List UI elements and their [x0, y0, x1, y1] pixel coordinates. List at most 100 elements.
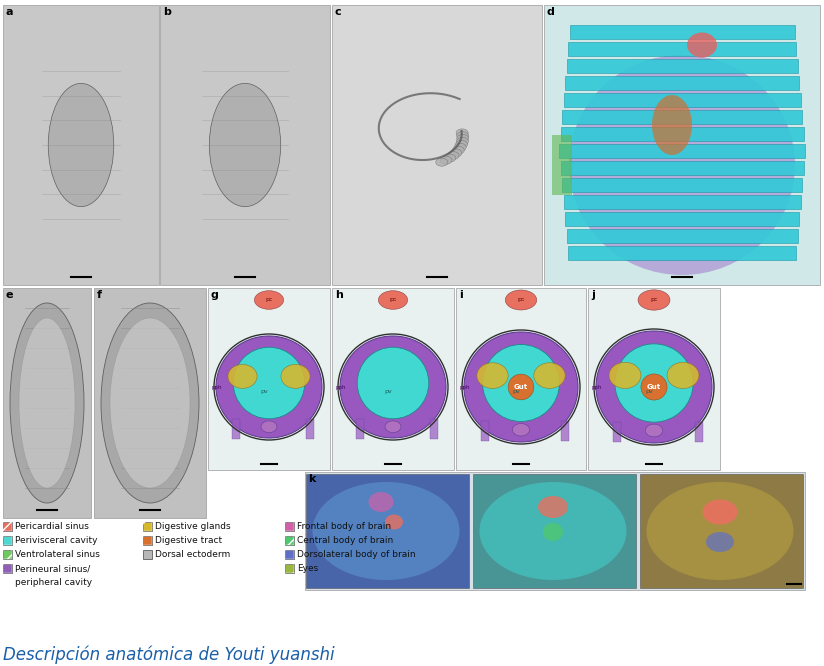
Ellipse shape: [456, 137, 468, 145]
Ellipse shape: [538, 496, 568, 518]
Text: j: j: [591, 290, 595, 300]
Bar: [561, 161, 804, 175]
Text: Gut: Gut: [647, 384, 661, 390]
Ellipse shape: [569, 55, 795, 275]
Ellipse shape: [480, 482, 626, 580]
Ellipse shape: [645, 424, 662, 437]
Text: Perivisceral cavity: Perivisceral cavity: [15, 536, 97, 545]
Text: pc: pc: [265, 298, 273, 302]
Bar: [143, 536, 152, 545]
Bar: [481, 421, 489, 441]
Ellipse shape: [261, 421, 277, 433]
Ellipse shape: [49, 85, 112, 204]
Text: pph: pph: [336, 384, 347, 390]
Ellipse shape: [59, 97, 103, 192]
Ellipse shape: [513, 424, 530, 436]
Ellipse shape: [444, 154, 456, 162]
Bar: [285, 550, 294, 559]
Bar: [143, 536, 152, 545]
Ellipse shape: [483, 344, 559, 422]
Ellipse shape: [667, 362, 699, 388]
Ellipse shape: [450, 149, 462, 157]
Text: pph: pph: [592, 384, 602, 390]
Ellipse shape: [213, 89, 276, 200]
Ellipse shape: [218, 95, 272, 194]
Bar: [561, 421, 569, 441]
Bar: [552, 135, 572, 195]
Bar: [3, 536, 12, 545]
Text: Digestive glands: Digestive glands: [155, 522, 231, 531]
Bar: [3, 564, 12, 573]
Ellipse shape: [641, 374, 667, 400]
Bar: [567, 59, 798, 73]
Ellipse shape: [211, 85, 279, 204]
Bar: [3, 564, 12, 573]
Bar: [285, 522, 294, 531]
Ellipse shape: [647, 482, 794, 580]
Ellipse shape: [703, 500, 737, 525]
Text: Dorsolateral body of brain: Dorsolateral body of brain: [297, 550, 415, 559]
Bar: [143, 522, 152, 531]
Text: k: k: [308, 474, 316, 484]
Text: pc: pc: [517, 298, 525, 302]
Text: Ventrolateral sinus: Ventrolateral sinus: [15, 550, 100, 559]
Bar: [473, 474, 636, 588]
Ellipse shape: [687, 33, 717, 57]
Ellipse shape: [281, 364, 310, 388]
Ellipse shape: [638, 290, 670, 310]
Bar: [285, 550, 294, 559]
Text: pc: pc: [389, 298, 396, 302]
Bar: [456, 288, 586, 470]
Ellipse shape: [378, 291, 408, 309]
Ellipse shape: [312, 482, 460, 580]
Bar: [160, 5, 330, 285]
Ellipse shape: [456, 135, 469, 143]
Bar: [544, 5, 820, 285]
Ellipse shape: [255, 291, 283, 309]
Bar: [613, 422, 621, 442]
Bar: [640, 474, 803, 588]
Ellipse shape: [110, 318, 190, 488]
Text: Perineural sinus/: Perineural sinus/: [15, 564, 91, 573]
Ellipse shape: [615, 344, 693, 422]
Ellipse shape: [706, 532, 734, 552]
Text: Eyes: Eyes: [297, 564, 318, 573]
Text: b: b: [163, 7, 171, 17]
Ellipse shape: [652, 95, 692, 155]
Ellipse shape: [209, 83, 281, 206]
Ellipse shape: [10, 303, 84, 503]
Ellipse shape: [436, 159, 447, 166]
Text: pv: pv: [384, 390, 392, 394]
Ellipse shape: [385, 515, 403, 529]
Ellipse shape: [53, 89, 110, 200]
Bar: [332, 288, 454, 470]
Text: a: a: [6, 7, 13, 17]
Bar: [565, 212, 799, 226]
Bar: [568, 246, 796, 260]
Bar: [232, 419, 240, 439]
Ellipse shape: [452, 146, 464, 154]
Ellipse shape: [57, 95, 105, 194]
Bar: [561, 127, 804, 141]
Ellipse shape: [340, 336, 446, 438]
Ellipse shape: [447, 152, 459, 160]
Ellipse shape: [51, 87, 110, 202]
Ellipse shape: [456, 141, 467, 149]
Bar: [306, 474, 469, 588]
Text: g: g: [211, 290, 219, 300]
Bar: [567, 229, 798, 243]
Ellipse shape: [217, 93, 274, 196]
Ellipse shape: [220, 97, 270, 192]
Ellipse shape: [456, 129, 468, 137]
Ellipse shape: [477, 363, 508, 388]
Text: Dorsal ectoderm: Dorsal ectoderm: [155, 550, 230, 559]
Bar: [562, 110, 802, 124]
Bar: [3, 536, 12, 545]
Text: Pericardial sinus: Pericardial sinus: [15, 522, 89, 531]
Bar: [305, 472, 805, 590]
Bar: [143, 550, 152, 559]
Bar: [568, 42, 796, 56]
Bar: [3, 288, 91, 518]
Text: pv: pv: [260, 390, 268, 394]
Ellipse shape: [534, 363, 565, 388]
